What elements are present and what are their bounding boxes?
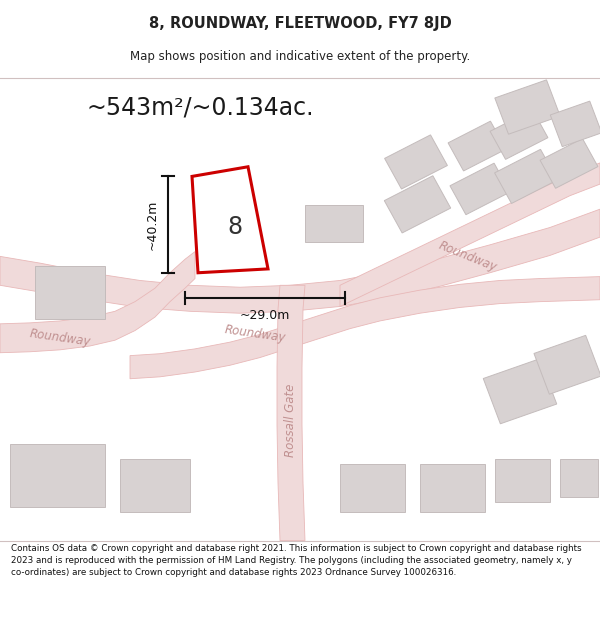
Polygon shape <box>120 459 190 512</box>
Polygon shape <box>420 464 485 512</box>
Polygon shape <box>0 251 195 352</box>
Text: Roundway: Roundway <box>437 239 499 274</box>
Polygon shape <box>340 163 600 306</box>
Polygon shape <box>483 359 557 424</box>
Polygon shape <box>534 336 600 394</box>
Text: ~40.2m: ~40.2m <box>146 199 158 250</box>
Polygon shape <box>130 277 600 379</box>
Polygon shape <box>495 80 560 134</box>
Polygon shape <box>550 101 600 147</box>
Polygon shape <box>0 209 600 313</box>
Text: Map shows position and indicative extent of the property.: Map shows position and indicative extent… <box>130 50 470 62</box>
Polygon shape <box>192 167 268 272</box>
Polygon shape <box>384 176 451 233</box>
Text: Roundway: Roundway <box>29 328 91 349</box>
Polygon shape <box>448 121 506 171</box>
Text: 8, ROUNDWAY, FLEETWOOD, FY7 8JD: 8, ROUNDWAY, FLEETWOOD, FY7 8JD <box>149 16 451 31</box>
Polygon shape <box>35 266 105 319</box>
Text: Contains OS data © Crown copyright and database right 2021. This information is : Contains OS data © Crown copyright and d… <box>11 544 581 577</box>
Polygon shape <box>495 459 550 502</box>
Text: Roundway: Roundway <box>224 322 286 344</box>
Polygon shape <box>385 135 448 189</box>
Text: ~543m²/~0.134ac.: ~543m²/~0.134ac. <box>86 95 314 119</box>
Polygon shape <box>494 149 557 204</box>
Polygon shape <box>305 205 363 242</box>
Polygon shape <box>560 459 598 498</box>
Polygon shape <box>277 285 305 541</box>
Polygon shape <box>490 109 548 159</box>
Polygon shape <box>540 139 598 188</box>
Polygon shape <box>340 464 405 512</box>
Text: 8: 8 <box>227 216 242 239</box>
Text: Rossall Gate: Rossall Gate <box>284 384 298 457</box>
Text: ~29.0m: ~29.0m <box>240 309 290 322</box>
Polygon shape <box>450 163 510 215</box>
Polygon shape <box>10 444 105 507</box>
